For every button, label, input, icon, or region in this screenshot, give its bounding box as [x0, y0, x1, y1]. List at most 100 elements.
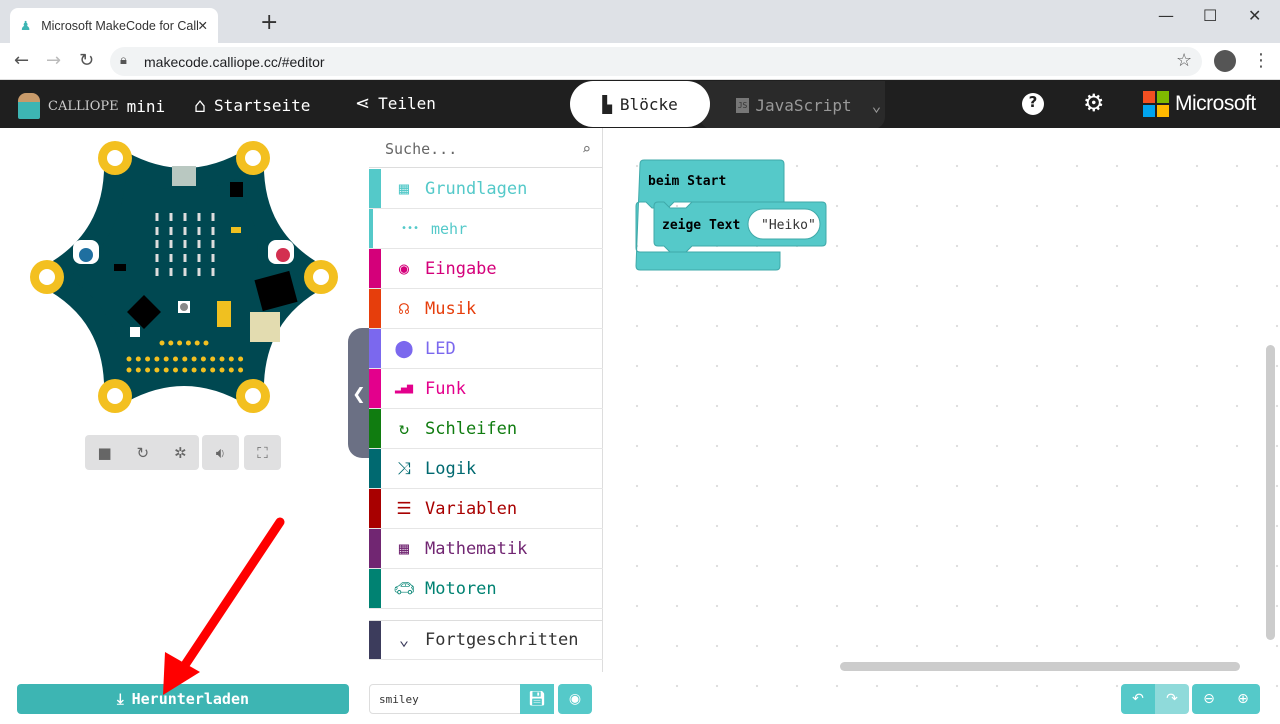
profile-avatar[interactable]: [1214, 50, 1236, 72]
toolbox-category-fortgeschritten[interactable]: ⌄ Fortgeschritten: [369, 620, 603, 660]
led-pixel[interactable]: [211, 227, 215, 235]
led-pixel[interactable]: [197, 227, 201, 235]
fullscreen-button[interactable]: ⛶: [244, 435, 281, 470]
tab-blocks[interactable]: ▙ Blöcke: [570, 81, 710, 127]
restart-icon[interactable]: ↻: [136, 443, 150, 462]
calliope-logo-icon: [18, 93, 40, 119]
edge-pin: [173, 367, 178, 373]
stop-icon[interactable]: ■: [97, 443, 112, 462]
led-pixel[interactable]: [155, 268, 159, 276]
list-icon: ☰: [396, 498, 412, 519]
string-input[interactable]: [747, 208, 821, 240]
settings-gear-icon[interactable]: ⚙: [1083, 89, 1105, 117]
horizontal-scrollbar[interactable]: [840, 662, 1240, 671]
signal-icon: ▂▄▆: [394, 383, 414, 394]
led-pixel[interactable]: [197, 240, 201, 248]
download-button[interactable]: ⤓ Herunterladen: [17, 684, 349, 714]
show-string-label: zeige Text: [662, 218, 740, 233]
help-icon[interactable]: ?: [1022, 93, 1044, 115]
mute-button[interactable]: 🔉︎: [202, 435, 239, 470]
led-pixel[interactable]: [183, 254, 187, 262]
minimize-button[interactable]: —: [1158, 6, 1174, 25]
microsoft-logo[interactable]: Microsoft: [1143, 91, 1256, 117]
led-pixel[interactable]: [183, 268, 187, 276]
zoom-out-button[interactable]: ⊖: [1192, 684, 1226, 714]
category-label: Fortgeschritten: [425, 630, 579, 650]
toolbox-category-motoren[interactable]: 🚗︎ Motoren: [369, 569, 603, 609]
project-name-input[interactable]: smiley: [369, 684, 521, 714]
toolbox-category-mathematik[interactable]: ▦ Mathematik: [369, 529, 603, 569]
edge-pin: [163, 367, 169, 373]
led-pixel[interactable]: [211, 268, 215, 276]
microsoft-label: Microsoft: [1175, 92, 1256, 115]
toolbox-category-mehr[interactable]: ••• mehr: [369, 209, 603, 249]
bookmark-star-icon[interactable]: ☆: [1176, 50, 1193, 71]
close-window-button[interactable]: ✕: [1248, 6, 1262, 25]
toolbox-category-variablen[interactable]: ☰ Variablen: [369, 489, 603, 529]
led-pixel[interactable]: [183, 213, 187, 221]
led-pixel[interactable]: [183, 240, 187, 248]
led-pixel[interactable]: [155, 227, 159, 235]
button-a[interactable]: [79, 248, 93, 262]
calliope-board[interactable]: A B: [0, 128, 369, 468]
led-pixel[interactable]: [211, 213, 215, 221]
edge-pin: [126, 356, 132, 362]
led-pixel[interactable]: [197, 254, 201, 262]
maximize-button[interactable]: ☐: [1203, 6, 1218, 25]
toolbox-category-grundlagen[interactable]: ▦ Grundlagen: [369, 169, 603, 209]
save-button[interactable]: 💾︎: [520, 684, 554, 714]
undo-button[interactable]: ↶: [1121, 684, 1155, 714]
chevron-down-icon[interactable]: ⌄: [871, 95, 882, 115]
led-pixel[interactable]: [197, 213, 201, 221]
category-label: Mathematik: [425, 538, 528, 559]
collapse-simulator-button[interactable]: ❮: [348, 328, 370, 458]
home-button[interactable]: ⌂ Startseite: [194, 93, 310, 117]
category-label: Grundlagen: [425, 178, 528, 199]
led-pixel[interactable]: [155, 240, 159, 248]
button-b[interactable]: [276, 248, 290, 262]
back-icon[interactable]: ←: [14, 50, 30, 71]
redo-button[interactable]: ↷: [1155, 684, 1189, 714]
zoom-in-button[interactable]: ⊕: [1226, 684, 1260, 714]
headphones-icon: ☊: [398, 298, 410, 319]
new-tab-button[interactable]: +: [260, 10, 279, 35]
led-pixel[interactable]: [169, 254, 173, 262]
category-label: Motoren: [425, 578, 497, 599]
header-pin: [194, 340, 200, 346]
code-blocks: beim Start zeige Text "Heiko": [635, 159, 827, 271]
led-pixel[interactable]: [211, 240, 215, 248]
toolbox-category-funk[interactable]: ▂▄▆ Funk: [369, 369, 603, 409]
header-pin: [185, 340, 191, 346]
led-pixel[interactable]: [169, 213, 173, 221]
share-button[interactable]: ⋖ Teilen: [355, 93, 436, 114]
close-tab-icon[interactable]: ✕: [197, 19, 208, 33]
home-label: Startseite: [214, 95, 311, 115]
on-start-block[interactable]: [635, 159, 785, 271]
led-pixel[interactable]: [169, 240, 173, 248]
url-input[interactable]: makecode.calliope.cc/#editor: [110, 47, 1202, 76]
led-pixel[interactable]: [155, 254, 159, 262]
led-pixel[interactable]: [155, 213, 159, 221]
reload-icon[interactable]: ↻: [79, 50, 95, 71]
debug-bug-icon[interactable]: ✲: [173, 443, 187, 462]
tab-title: Microsoft MakeCode for Calliope mini: [41, 18, 198, 33]
led-pixel[interactable]: [183, 227, 187, 235]
led-pixel[interactable]: [169, 268, 173, 276]
browser-tab[interactable]: ♟ Microsoft MakeCode for Calliope mini ✕: [10, 8, 218, 43]
toolbox-category-musik[interactable]: ☊ Musik: [369, 289, 603, 329]
vertical-scrollbar[interactable]: [1266, 345, 1275, 640]
toolbox-category-led[interactable]: ⬤ LED: [369, 329, 603, 369]
led-pixel[interactable]: [211, 254, 215, 262]
calliope-logo[interactable]: CALLIOPE mini: [18, 93, 165, 119]
toolbox-search-input[interactable]: Suche... ⌕: [369, 130, 603, 168]
github-button[interactable]: ◉: [558, 684, 592, 714]
toolbox-category-schleifen[interactable]: ↻ Schleifen: [369, 409, 603, 449]
led-pixel[interactable]: [197, 268, 201, 276]
led-pixel[interactable]: [169, 227, 173, 235]
browser-menu-icon[interactable]: ⋮: [1252, 50, 1270, 71]
blocks-label: Blöcke: [619, 94, 678, 114]
forward-icon[interactable]: →: [46, 50, 62, 71]
toolbox-category-eingabe[interactable]: ◉ Eingabe: [369, 249, 603, 289]
toolbox-category-logik[interactable]: ⤨ Logik: [369, 449, 603, 489]
tab-javascript[interactable]: JS JavaScript ⌄: [700, 81, 885, 129]
